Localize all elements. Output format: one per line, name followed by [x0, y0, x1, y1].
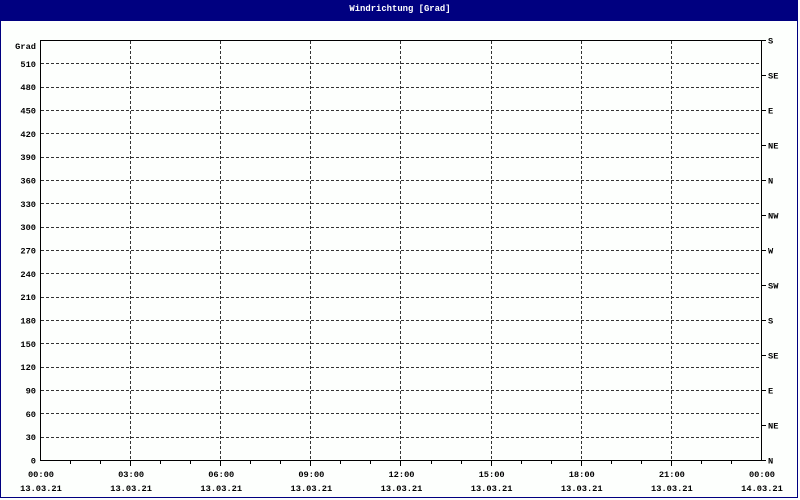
- svg-text:00:00: 00:00: [28, 470, 54, 480]
- svg-text:300: 300: [20, 223, 36, 233]
- svg-text:W: W: [768, 247, 774, 257]
- svg-text:12:00: 12:00: [388, 470, 414, 480]
- svg-text:450: 450: [20, 107, 36, 117]
- svg-text:13.03.21: 13.03.21: [651, 484, 693, 494]
- svg-text:13.03.21: 13.03.21: [471, 484, 513, 494]
- svg-text:N: N: [768, 177, 773, 187]
- svg-text:NE: NE: [768, 422, 778, 432]
- svg-text:E: E: [768, 107, 773, 117]
- svg-text:NE: NE: [768, 142, 778, 152]
- svg-text:SE: SE: [768, 72, 778, 82]
- svg-text:30: 30: [26, 433, 36, 443]
- svg-text:390: 390: [20, 153, 36, 163]
- svg-text:14.03.21: 14.03.21: [741, 484, 783, 494]
- svg-text:06:00: 06:00: [208, 470, 234, 480]
- svg-text:00:00: 00:00: [749, 470, 775, 480]
- svg-text:13.03.21: 13.03.21: [561, 484, 603, 494]
- svg-text:18:00: 18:00: [569, 470, 595, 480]
- svg-text:510: 510: [20, 60, 36, 70]
- svg-text:09:00: 09:00: [298, 470, 324, 480]
- svg-text:SW: SW: [768, 282, 779, 292]
- svg-text:150: 150: [20, 340, 36, 350]
- svg-text:13.03.21: 13.03.21: [381, 484, 423, 494]
- svg-text:N: N: [768, 457, 773, 467]
- svg-text:0: 0: [31, 457, 36, 467]
- svg-text:13.03.21: 13.03.21: [20, 484, 62, 494]
- svg-text:60: 60: [26, 410, 36, 420]
- svg-text:330: 330: [20, 200, 36, 210]
- svg-text:S: S: [768, 317, 773, 327]
- svg-text:420: 420: [20, 130, 36, 140]
- svg-text:270: 270: [20, 247, 36, 257]
- svg-text:13.03.21: 13.03.21: [110, 484, 152, 494]
- svg-text:120: 120: [20, 363, 36, 373]
- svg-text:S: S: [768, 37, 773, 47]
- svg-text:NW: NW: [768, 212, 779, 222]
- svg-text:90: 90: [26, 387, 36, 397]
- svg-text:SE: SE: [768, 352, 778, 362]
- svg-text:21:00: 21:00: [659, 470, 685, 480]
- svg-text:13.03.21: 13.03.21: [291, 484, 333, 494]
- svg-text:180: 180: [20, 317, 36, 327]
- svg-text:210: 210: [20, 293, 36, 303]
- svg-text:15:00: 15:00: [479, 470, 505, 480]
- svg-text:E: E: [768, 387, 773, 397]
- svg-text:13.03.21: 13.03.21: [200, 484, 242, 494]
- svg-text:480: 480: [20, 83, 36, 93]
- svg-text:03:00: 03:00: [118, 470, 144, 480]
- svg-text:Grad: Grad: [15, 42, 36, 52]
- svg-text:360: 360: [20, 177, 36, 187]
- svg-text:240: 240: [20, 270, 36, 280]
